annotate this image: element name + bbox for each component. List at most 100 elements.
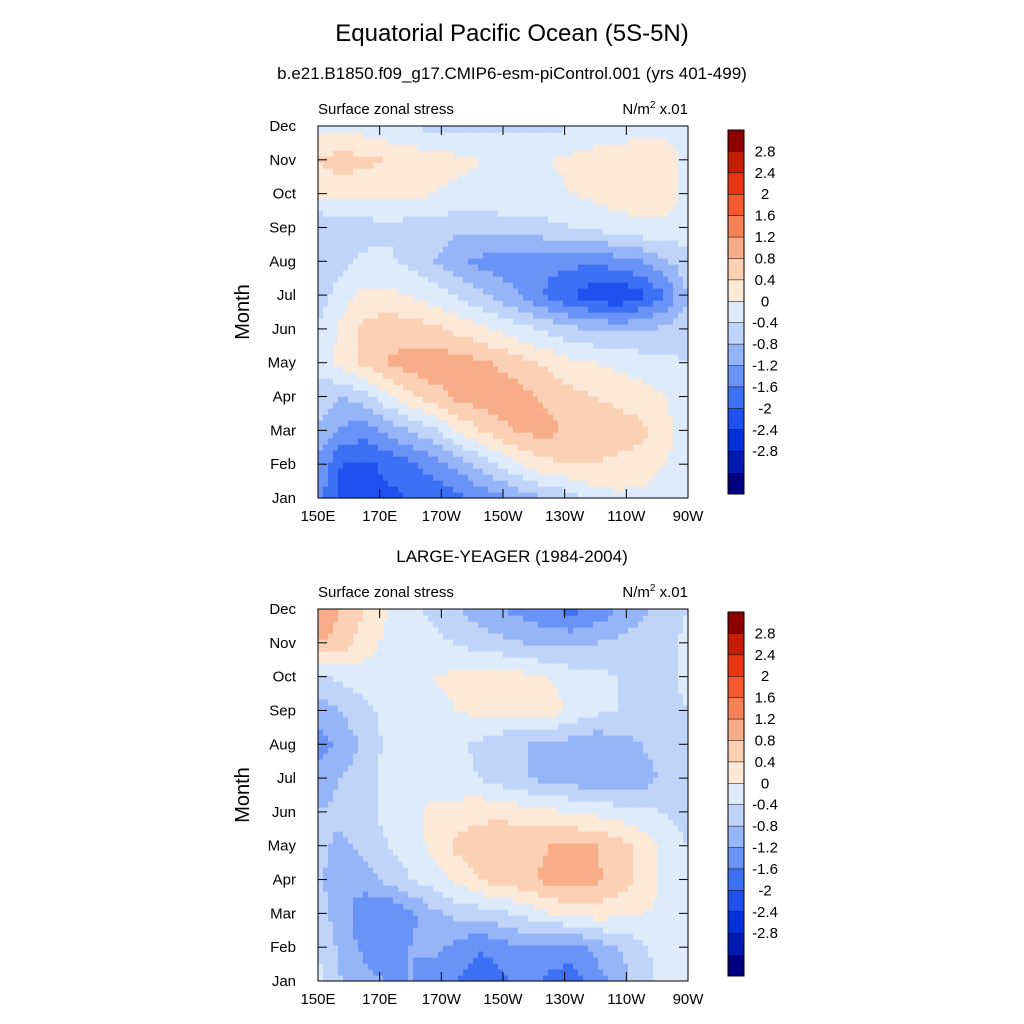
- heatmap-cell: [343, 372, 349, 379]
- heatmap-cell: [323, 420, 329, 427]
- heatmap-cell: [398, 402, 404, 409]
- heatmap-cell: [608, 288, 614, 295]
- heatmap-cell: [518, 396, 524, 403]
- heatmap-cell: [683, 246, 689, 253]
- heatmap-cell: [683, 288, 689, 295]
- heatmap-cell: [678, 270, 684, 277]
- heatmap-cell: [463, 174, 469, 181]
- heatmap-cell: [458, 324, 464, 331]
- heatmap-cell: [653, 390, 659, 397]
- heatmap-cell: [498, 384, 504, 391]
- heatmap-cell: [658, 174, 664, 181]
- heatmap-cell: [523, 342, 529, 349]
- heatmap-cell: [593, 186, 599, 193]
- heatmap-cell: [648, 240, 654, 247]
- heatmap-cell: [413, 348, 419, 355]
- heatmap-cell: [643, 234, 649, 241]
- heatmap-cell: [458, 426, 464, 433]
- heatmap-cell: [558, 186, 564, 193]
- heatmap-cell: [403, 294, 409, 301]
- heatmap-cell: [653, 270, 659, 277]
- heatmap-cell: [603, 468, 609, 475]
- heatmap-cell: [598, 144, 604, 151]
- heatmap-cell: [348, 192, 354, 199]
- heatmap-cell: [598, 402, 604, 409]
- heatmap-cell: [633, 390, 639, 397]
- heatmap-cell: [413, 234, 419, 241]
- heatmap-cell: [513, 390, 519, 397]
- heatmap-cell: [353, 975, 359, 982]
- heatmap-cell: [338, 198, 344, 205]
- heatmap-cell: [378, 198, 384, 205]
- heatmap-cell: [408, 174, 414, 181]
- heatmap-cell: [348, 186, 354, 193]
- heatmap-cell: [648, 420, 654, 427]
- heatmap-cell: [523, 126, 529, 133]
- heatmap-cell: [628, 450, 634, 457]
- heatmap-cell: [578, 276, 584, 283]
- heatmap-cell: [508, 174, 514, 181]
- heatmap-cell: [398, 330, 404, 337]
- heatmap-cell: [428, 432, 434, 439]
- heatmap-cell: [508, 300, 514, 307]
- heatmap-cell: [358, 324, 364, 331]
- heatmap-cell: [568, 432, 574, 439]
- heatmap-cell: [318, 252, 324, 259]
- heatmap-cell: [553, 324, 559, 331]
- heatmap-cell: [488, 144, 494, 151]
- heatmap-cell: [388, 156, 394, 163]
- heatmap-cell: [338, 330, 344, 337]
- heatmap-cell: [603, 174, 609, 181]
- heatmap-cell: [538, 342, 544, 349]
- heatmap-cell: [598, 258, 604, 265]
- heatmap-cell: [368, 468, 374, 475]
- heatmap-cell: [463, 300, 469, 307]
- heatmap-cell: [593, 240, 599, 247]
- heatmap-cell: [613, 204, 619, 211]
- heatmap-cell: [523, 270, 529, 277]
- heatmap-cell: [538, 426, 544, 433]
- heatmap-cell: [473, 396, 479, 403]
- heatmap-cell: [573, 234, 579, 241]
- heatmap-cell: [368, 186, 374, 193]
- heatmap-cell: [653, 384, 659, 391]
- heatmap-cell: [623, 186, 629, 193]
- heatmap-cell: [388, 354, 394, 361]
- heatmap-cell: [638, 306, 644, 313]
- heatmap-cell: [468, 486, 474, 493]
- heatmap-cell: [343, 192, 349, 199]
- heatmap-cell: [423, 432, 429, 439]
- heatmap-cell: [363, 969, 369, 976]
- heatmap-cell: [323, 216, 329, 223]
- heatmap-cell: [423, 366, 429, 373]
- heatmap-cell: [558, 264, 564, 271]
- heatmap-cell: [633, 306, 639, 313]
- heatmap-cell: [483, 414, 489, 421]
- heatmap-cell: [523, 234, 529, 241]
- heatmap-cell: [613, 264, 619, 271]
- heatmap-cell: [588, 438, 594, 445]
- heatmap-cell: [573, 132, 579, 139]
- heatmap-cell: [678, 204, 684, 211]
- heatmap-cell: [433, 396, 439, 403]
- heatmap-cell: [528, 324, 534, 331]
- heatmap-cell: [598, 408, 604, 415]
- heatmap-cell: [443, 156, 449, 163]
- heatmap-cell: [408, 492, 414, 499]
- heatmap-cell: [513, 150, 519, 157]
- heatmap-cell: [653, 408, 659, 415]
- heatmap-cell: [398, 192, 404, 199]
- heatmap-cell: [623, 366, 629, 373]
- heatmap-cell: [318, 192, 324, 199]
- heatmap-cell: [553, 288, 559, 295]
- heatmap-cell: [413, 240, 419, 247]
- heatmap-cell: [638, 162, 644, 169]
- heatmap-cell: [663, 366, 669, 373]
- heatmap-cell: [353, 162, 359, 169]
- heatmap-cell: [593, 360, 599, 367]
- heatmap-cell: [323, 366, 329, 373]
- heatmap-cell: [408, 975, 414, 982]
- heatmap-cell: [523, 306, 529, 313]
- heatmap-cell: [533, 282, 539, 289]
- heatmap-cell: [573, 360, 579, 367]
